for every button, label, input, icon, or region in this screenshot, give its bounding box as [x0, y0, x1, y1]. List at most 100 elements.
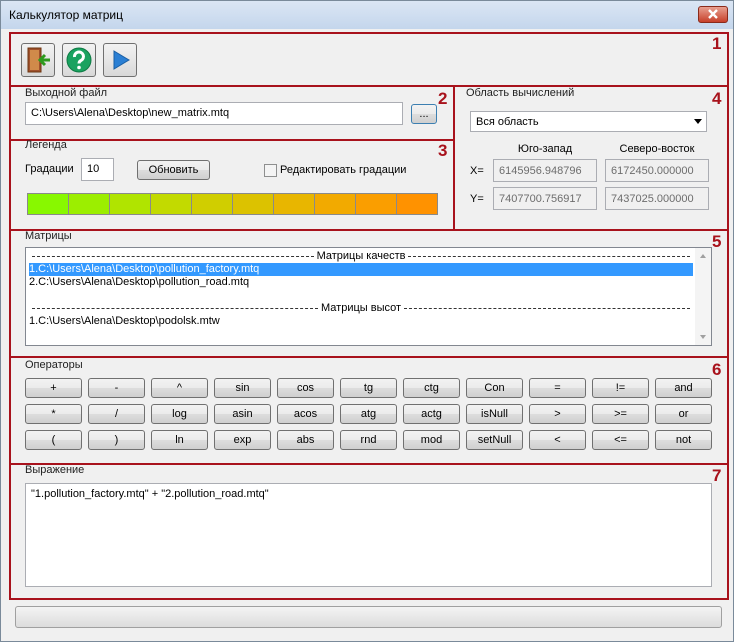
operator-button[interactable]: abs [277, 430, 334, 450]
legend-cell [356, 194, 397, 214]
checkbox[interactable] [264, 164, 277, 177]
operator-button[interactable]: Con [466, 378, 523, 398]
exit-icon [27, 47, 50, 73]
operator-button[interactable]: = [529, 378, 586, 398]
close-button[interactable] [698, 6, 728, 23]
operator-button[interactable]: ) [88, 430, 145, 450]
scroll-arrows [700, 254, 706, 339]
area-combobox[interactable]: Вся область [470, 111, 707, 132]
legend-cell [233, 194, 274, 214]
operator-button[interactable]: cos [277, 378, 334, 398]
coord-field: 6172450.000000 [605, 159, 709, 182]
coord-field: 7407700.756917 [493, 187, 597, 210]
operator-button[interactable]: + [25, 378, 82, 398]
legend-cell [315, 194, 356, 214]
exit-button[interactable] [21, 43, 55, 77]
operator-button[interactable]: setNull [466, 430, 523, 450]
title-bar [1, 1, 733, 29]
operator-button[interactable]: acos [277, 404, 334, 424]
operator-button[interactable]: log [151, 404, 208, 424]
list-item[interactable]: 1.C:\Users\Alena\Desktop\podolsk.mtw [29, 315, 220, 327]
group-label: Область вычислений [466, 87, 575, 99]
section-number: 5 [712, 232, 722, 251]
group-label: Операторы [25, 359, 83, 371]
operator-button[interactable]: rnd [340, 430, 397, 450]
dropdown-arrow [694, 119, 702, 124]
operator-button[interactable]: != [592, 378, 649, 398]
scrollbar [695, 248, 711, 345]
dash-line [32, 308, 318, 309]
checkbox-label: Редактировать градации [280, 164, 407, 176]
section-frame [9, 463, 729, 600]
row-label: Y= [470, 193, 484, 205]
group-label: Выходной файл [25, 87, 108, 99]
update-button[interactable]: Обновить [137, 160, 210, 180]
operator-button[interactable]: exp [214, 430, 271, 450]
list-group-header: Матрицы высот [29, 302, 693, 315]
section-number: 4 [712, 89, 722, 108]
section-number: 6 [712, 360, 722, 379]
legend-cell [28, 194, 69, 214]
help-icon [66, 47, 92, 73]
operator-button[interactable]: isNull [466, 404, 523, 424]
operator-button[interactable]: ^ [151, 378, 208, 398]
operator-button[interactable]: tg [340, 378, 397, 398]
combobox-value: Вся область [476, 116, 539, 128]
operator-button[interactable]: * [25, 404, 82, 424]
legend-cell [110, 194, 151, 214]
dash-line [404, 308, 691, 309]
legend-cell [274, 194, 315, 214]
row-label: X= [470, 165, 484, 177]
operator-button[interactable]: / [88, 404, 145, 424]
list-item[interactable]: 1.C:\Users\Alena\Desktop\pollution_facto… [29, 263, 693, 276]
operator-button[interactable]: sin [214, 378, 271, 398]
gradations-label: Градации [25, 163, 74, 175]
operator-button[interactable]: atg [340, 404, 397, 424]
group-label: Легенда [25, 139, 67, 151]
operator-button[interactable]: not [655, 430, 712, 450]
operator-button[interactable]: > [529, 404, 586, 424]
expression-editor[interactable]: "1.pollution_factory.mtq" + "2.pollution… [25, 483, 712, 587]
section-frame [9, 139, 455, 231]
run-button[interactable] [103, 43, 137, 77]
coord-field: 7437025.000000 [605, 187, 709, 210]
close-icon [708, 9, 718, 19]
operator-button[interactable]: actg [403, 404, 460, 424]
operator-button[interactable]: < [529, 430, 586, 450]
operator-button[interactable]: ln [151, 430, 208, 450]
help-button[interactable] [62, 43, 96, 77]
list-item[interactable]: 2.C:\Users\Alena\Desktop\pollution_road.… [29, 276, 250, 288]
operator-button[interactable]: <= [592, 430, 649, 450]
list-group-header: Матрицы качеств [29, 250, 693, 263]
matrix-list: Матрицы качеств 1.C:\Users\Alena\Desktop\… [25, 247, 712, 346]
browse-button[interactable]: ... [411, 104, 437, 124]
section-number: 1 [712, 34, 722, 53]
legend-cell [192, 194, 233, 214]
legend-cell [69, 194, 110, 214]
group-label: Выражение [25, 464, 85, 476]
operator-button[interactable]: ctg [403, 378, 460, 398]
gradations-input[interactable]: 10 [81, 158, 114, 181]
dash-line [32, 256, 314, 257]
operator-button[interactable]: >= [592, 404, 649, 424]
operator-button[interactable]: - [88, 378, 145, 398]
column-label: Северо-восток [619, 143, 695, 155]
group-header: Матрицы качеств [316, 250, 406, 262]
legend-cell [397, 194, 437, 214]
legend-bar [27, 193, 438, 215]
legend-cell [151, 194, 192, 214]
operator-button[interactable]: and [655, 378, 712, 398]
operator-button[interactable]: or [655, 404, 712, 424]
output-path[interactable]: C:\Users\Alena\Desktop\new_matrix.mtq [25, 102, 403, 125]
column-label: Юго-запад [517, 143, 573, 155]
operator-button[interactable]: mod [403, 430, 460, 450]
group-header: Матрицы высот [321, 302, 402, 314]
section-number: 2 [438, 89, 448, 108]
dash-line [408, 256, 691, 257]
group-label: Матрицы [25, 230, 72, 242]
progress-bar [15, 606, 722, 628]
operator-button[interactable]: ( [25, 430, 82, 450]
run-icon [113, 50, 130, 70]
operator-button[interactable]: asin [214, 404, 271, 424]
